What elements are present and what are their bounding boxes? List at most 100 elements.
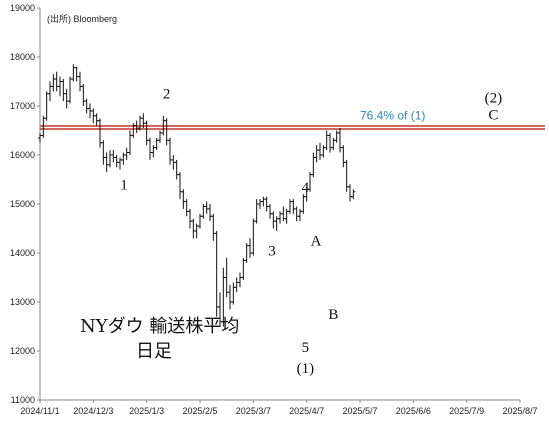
ohlc-bar bbox=[51, 74, 56, 92]
wave-label: (2) bbox=[485, 91, 503, 107]
ohlc-bar bbox=[94, 113, 99, 126]
ohlc-bar bbox=[264, 196, 269, 212]
ohlc-bar bbox=[191, 218, 196, 239]
wave-label: B bbox=[328, 307, 338, 323]
ohlc-bar bbox=[351, 189, 356, 200]
ohlc-bar bbox=[251, 218, 256, 256]
y-tick-label: 16000 bbox=[10, 150, 35, 160]
ohlc-bar bbox=[328, 132, 332, 153]
ohlc-bar bbox=[84, 98, 89, 114]
ohlc-bar bbox=[61, 79, 66, 102]
ohlc-bar bbox=[204, 201, 209, 214]
resistance-label: 76.4% of (1) bbox=[360, 109, 425, 123]
ohlc-bar bbox=[111, 150, 116, 163]
ohlc-bar bbox=[338, 128, 342, 153]
ohlc-bar bbox=[238, 272, 242, 288]
ohlc-bar bbox=[224, 257, 229, 298]
ohlc-bar bbox=[128, 130, 132, 155]
source-label: (出所) Bloomberg bbox=[47, 13, 117, 24]
wave-label: A bbox=[311, 234, 322, 250]
ohlc-bar bbox=[121, 152, 126, 165]
ohlc-bar bbox=[278, 211, 282, 224]
ohlc-bar bbox=[271, 211, 276, 229]
wave-label: 1 bbox=[120, 177, 128, 193]
wave-label: 3 bbox=[268, 243, 276, 259]
ohlc-bar bbox=[298, 208, 302, 222]
ohlc-bar bbox=[164, 118, 169, 146]
x-tick-label: 2025/5/7 bbox=[342, 406, 377, 416]
axes: 11000 12000 13000 14000 15000 16000 17000 18000… bbox=[10, 3, 538, 416]
x-tick-label: 2024/11/1 bbox=[20, 406, 59, 416]
ohlc-bar bbox=[321, 145, 326, 158]
wave-label: 5 bbox=[302, 340, 310, 356]
ohlc-bar bbox=[258, 199, 262, 209]
x-tick-label: 2025/2/5 bbox=[182, 406, 217, 416]
ohlc-bar bbox=[48, 81, 52, 102]
ohlc-bar bbox=[268, 204, 272, 219]
y-tick-label: 15000 bbox=[10, 199, 35, 209]
ohlc-bar bbox=[158, 130, 162, 143]
x-tick-label: 2025/8/7 bbox=[502, 406, 537, 416]
ohlc-bar bbox=[114, 155, 119, 168]
y-tick-label: 13000 bbox=[10, 297, 35, 307]
ohlc-bar bbox=[331, 137, 336, 151]
ohlc-bar bbox=[168, 137, 172, 165]
ohlc-bar bbox=[41, 115, 46, 138]
ohlc-bar bbox=[101, 140, 106, 165]
ohlc-bar bbox=[104, 152, 109, 173]
ohlc-bar bbox=[178, 172, 182, 200]
ohlc-bar bbox=[311, 152, 316, 178]
ohlc-bar bbox=[174, 159, 179, 180]
ohlc-bar bbox=[134, 120, 139, 133]
x-tick-label: 2025/1/3 bbox=[129, 406, 164, 416]
x-tick-label: 2025/4/7 bbox=[289, 406, 324, 416]
ohlc-bar bbox=[231, 282, 236, 305]
ohlc-bar bbox=[144, 120, 149, 146]
ohlc-bar bbox=[341, 145, 346, 168]
price-bars bbox=[38, 64, 356, 327]
y-tick-label: 12000 bbox=[10, 346, 35, 356]
x-tick-label: 2025/7/9 bbox=[449, 406, 484, 416]
ohlc-bar bbox=[58, 76, 62, 97]
ohlc-bar bbox=[44, 91, 49, 121]
y-tick-label: 17000 bbox=[10, 101, 35, 111]
ohlc-bar bbox=[154, 137, 159, 151]
ohlc-bar bbox=[234, 277, 239, 293]
x-tick-label: 2024/12/3 bbox=[73, 406, 113, 416]
ohlc-bar bbox=[241, 257, 246, 280]
chart-title-line-1: NYダウ 輸送株平均 bbox=[80, 316, 239, 337]
ohlc-bar bbox=[188, 208, 192, 229]
ohlc-bar bbox=[324, 130, 329, 151]
ohlc-bar bbox=[294, 206, 299, 222]
ohlc-bar bbox=[254, 199, 259, 224]
ohlc-bar bbox=[181, 189, 186, 209]
ohlc-bar bbox=[108, 150, 112, 168]
ohlc-bar bbox=[81, 83, 86, 106]
ohlc-bar bbox=[291, 199, 296, 214]
ohlc-bar bbox=[261, 196, 266, 207]
ohlc-bar bbox=[148, 137, 152, 160]
ohlc-bar bbox=[248, 238, 252, 258]
chart-title-line-2: 日足 bbox=[136, 341, 172, 362]
ohlc-bar bbox=[64, 88, 69, 109]
x-tick-label: 2025/6/6 bbox=[396, 406, 431, 416]
ohlc-bar bbox=[214, 230, 219, 317]
ohlc-bar bbox=[228, 284, 232, 310]
ohlc-bar bbox=[74, 66, 79, 82]
ohlc-bar bbox=[334, 130, 339, 143]
wave-labels: 1 2 3 4 A B 5 (1) (2)C bbox=[120, 87, 502, 377]
wave-label: (1) bbox=[297, 361, 315, 377]
ohlc-bar bbox=[54, 71, 59, 92]
wave-label: 4 bbox=[302, 180, 310, 196]
ohlc-bar bbox=[318, 142, 322, 160]
wave-label: C bbox=[488, 108, 498, 124]
y-tick-label: 18000 bbox=[10, 52, 35, 62]
resistance-line: 76.4% of (1) bbox=[40, 109, 545, 130]
ohlc-bar bbox=[211, 213, 216, 241]
ohlc-bar bbox=[184, 199, 189, 217]
ohlc-bar bbox=[38, 132, 42, 143]
ohlc-bar bbox=[71, 64, 76, 82]
ohlc-bar bbox=[314, 145, 319, 163]
